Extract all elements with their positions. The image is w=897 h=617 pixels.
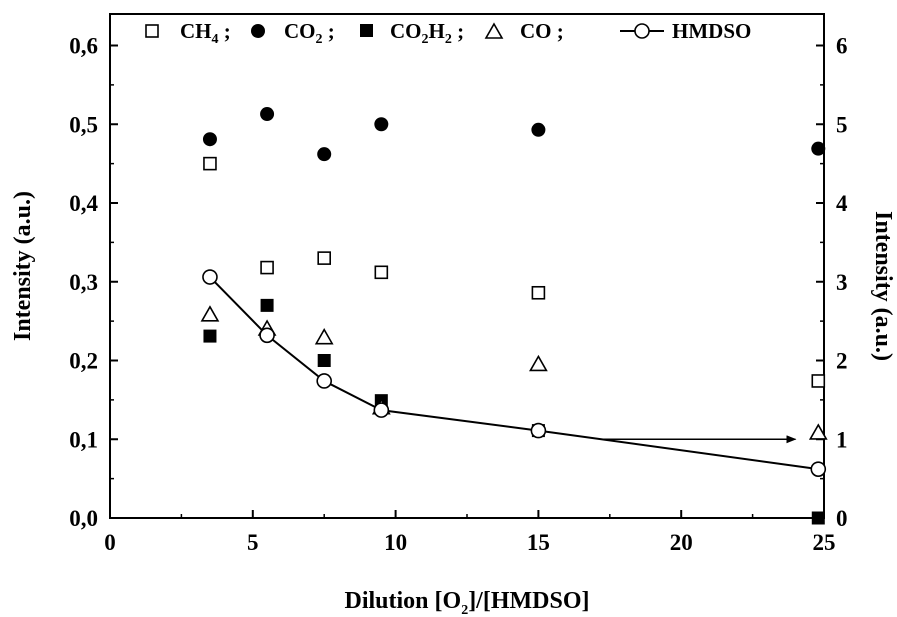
- y-right-tick-label: 4: [836, 191, 848, 216]
- y-left-tick-label: 0,0: [69, 506, 98, 531]
- point-co2h2: [811, 511, 825, 525]
- point-hmdso: [373, 402, 390, 418]
- x-tick-label: 25: [813, 530, 836, 555]
- y-right-tick-label: 3: [836, 270, 848, 295]
- point-hmdso: [316, 373, 333, 389]
- legend-item-co: CO ;: [484, 19, 564, 43]
- y-axis-left: 0,0 0,1 0,2 0,3 0,4 0,5 0,6: [69, 34, 118, 531]
- legend-item-co2h2: CO2H2 ;: [360, 19, 464, 47]
- point-hmdso: [259, 327, 275, 344]
- legend-label-co2: CO2 ;: [284, 19, 335, 47]
- point-co: [314, 328, 334, 345]
- y-right-tick-label: 6: [836, 34, 848, 59]
- legend-label-co: CO ;: [520, 19, 564, 43]
- legend: CH4 ; CO2 ; CO2H2 ; CO ; HMDSO: [145, 19, 751, 47]
- y-left-tick-label: 0,1: [69, 427, 98, 452]
- point-co2: [811, 141, 826, 156]
- point-ch4: [531, 285, 546, 300]
- legend-open-square-icon: [145, 24, 159, 38]
- x-tick-label: 10: [384, 530, 407, 555]
- data-markers: [200, 107, 828, 525]
- y-left-tick-label: 0,3: [69, 270, 98, 295]
- point-co: [529, 354, 548, 372]
- point-hmdso: [202, 269, 218, 285]
- series-line-hmdso: [209, 276, 819, 471]
- point-ch4: [374, 265, 389, 280]
- y-left-tick-label: 0,4: [69, 191, 98, 216]
- legend-open-circle-icon: [634, 23, 650, 39]
- y-left-tick-label: 0,5: [69, 112, 98, 137]
- point-co2: [202, 132, 217, 147]
- y-axis-right: 0 1 2 3 4 5 6: [816, 34, 848, 531]
- legend-item-ch4: CH4 ;: [145, 19, 231, 47]
- legend-label-co2h2: CO2H2 ;: [390, 19, 464, 47]
- legend-item-hmdso: HMDSO: [620, 19, 751, 43]
- legend-item-co2: CO2 ;: [251, 19, 335, 47]
- x-tick-label: 15: [527, 530, 550, 555]
- plot-frame: [109, 13, 825, 519]
- legend-filled-circle-icon: [251, 24, 265, 38]
- legend-label-hmdso: HMDSO: [672, 19, 751, 43]
- x-tick-label: 20: [670, 530, 693, 555]
- y-right-tick-label: 0: [836, 506, 848, 531]
- point-co: [200, 305, 220, 322]
- point-ch4: [203, 156, 217, 171]
- point-co2h2: [260, 298, 274, 312]
- point-co2: [531, 122, 546, 137]
- x-tick-label: 5: [247, 530, 259, 555]
- legend-filled-square-icon: [360, 24, 373, 37]
- y-right-tick-label: 1: [836, 427, 848, 452]
- y-right-tick-label: 2: [836, 349, 848, 374]
- point-co2h2: [317, 354, 331, 367]
- legend-label-ch4: CH4 ;: [180, 19, 231, 47]
- x-axis: 0 5 10 15 20 25: [104, 510, 836, 555]
- x-axis-title: Dilution [O2]/[HMDSO]: [345, 588, 590, 617]
- point-co2: [260, 107, 275, 122]
- point-ch4: [317, 251, 332, 265]
- y-left-tick-label: 0,6: [69, 34, 98, 59]
- x-tick-label: 0: [104, 530, 116, 555]
- point-hmdso: [810, 461, 827, 477]
- y-axis-left-title: Intensity (a.u.): [10, 191, 36, 341]
- point-hmdso: [530, 422, 547, 439]
- y-left-tick-label: 0,2: [69, 349, 98, 374]
- legend-open-triangle-icon: [484, 22, 504, 39]
- point-co2h2: [203, 329, 217, 343]
- point-ch4: [260, 260, 274, 275]
- point-co2: [317, 147, 332, 162]
- point-ch4: [811, 374, 826, 388]
- hmdso-series-line: [209, 276, 819, 471]
- point-co: [808, 423, 828, 440]
- y-axis-right-title: Intensity (a.u.): [870, 211, 896, 361]
- y-right-tick-label: 5: [836, 112, 848, 137]
- point-co2: [374, 117, 389, 132]
